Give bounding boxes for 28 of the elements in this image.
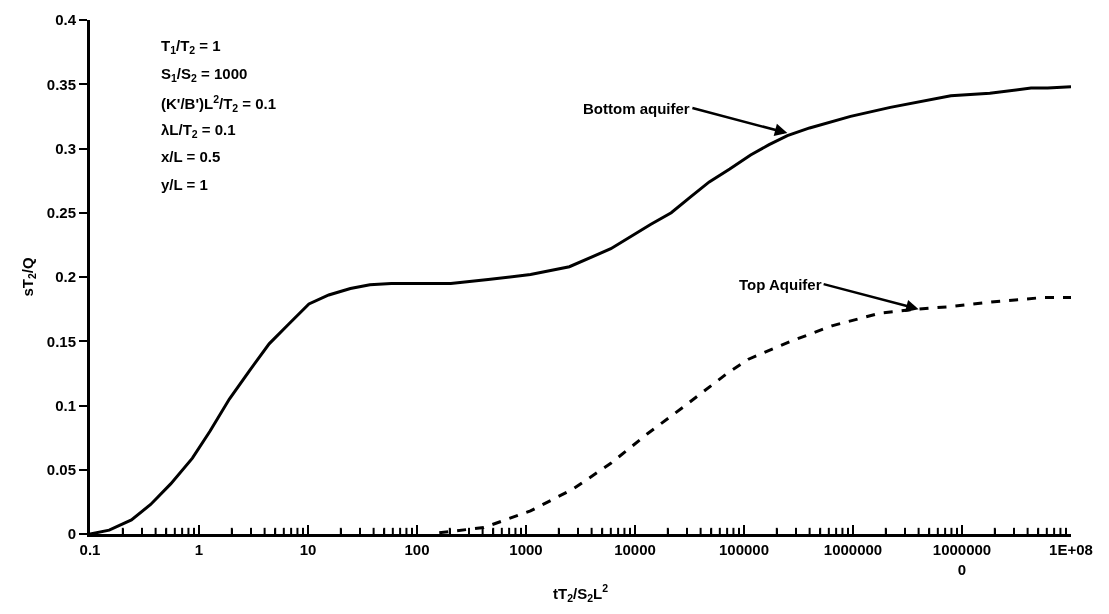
annotation: S$_{1}$/S$_{2}$ = 1000 [161,65,248,85]
annotation: Top Aquifer [739,276,822,293]
x-tick-label: 0.1 [79,541,101,558]
annotation: T$_{1}$/T$_{2}$ = 1 [161,37,221,57]
x-tick-label: 1000000 [823,541,883,558]
x-tick-label: 1E+08 [1049,541,1093,558]
y-tick-label: 0.05 [46,461,76,478]
annotation: x/L = 0.5 [161,148,221,165]
annotation: (K'/B')L$^{2}$/T$_{2}$ = 0.1 [161,93,277,115]
y-tick-label: 0.2 [55,268,76,286]
annotation: y/L = 1 [161,176,208,193]
y-tick-label: 0.35 [46,75,76,93]
x-tick-label: 100000 [718,541,770,558]
y-tick-label: 0.4 [55,11,77,29]
x-tick-label: 1 [194,541,204,558]
x-tick-label: 100 [404,541,430,558]
y-tick-label: 0.3 [55,139,76,157]
x-tick-label: 1000 [509,541,543,558]
y-tick-label: 0 [67,525,76,543]
x-tick-label: 10 [299,541,317,558]
annotation: λL/T$_{2}$ = 0.1 [161,121,236,141]
x-tick-label: 10000 [614,541,656,558]
x-axis-title: tT$_{2}$/S$_{2}$L$^{2}$ [552,582,609,604]
x-tick-label: 1000000 0 [932,541,992,578]
y-tick-label: 0.15 [46,332,76,350]
y-tick-label: 0.1 [55,396,76,414]
annotation: Bottom aquifer [583,100,690,117]
y-tick-label: 0.25 [46,204,76,221]
